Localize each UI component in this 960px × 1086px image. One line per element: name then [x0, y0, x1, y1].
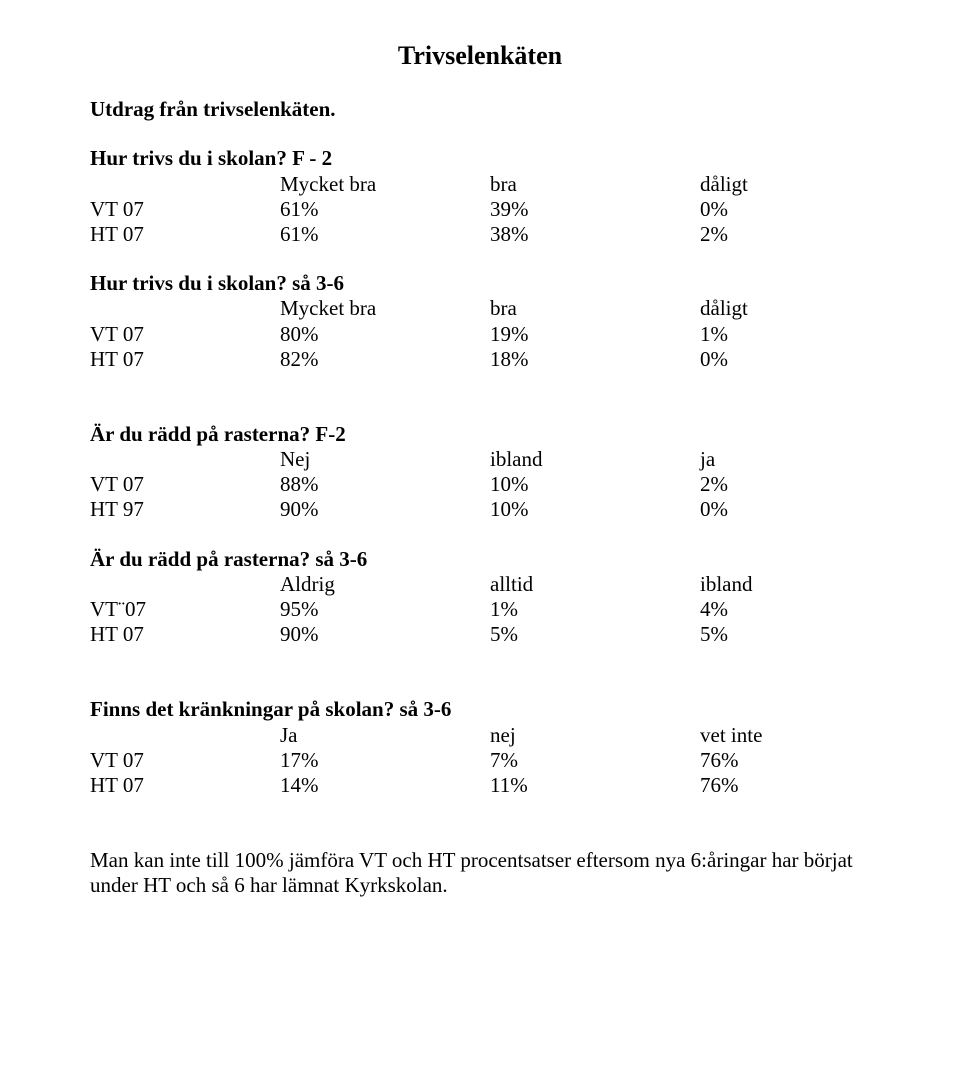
cell: 7% [490, 748, 700, 773]
cell: 4% [700, 597, 820, 622]
cell: 10% [490, 497, 700, 522]
col-header: ibland [490, 447, 700, 472]
section-heading: Är du rädd på rasterna? så 3-6 [90, 547, 870, 572]
footnote-text: Man kan inte till 100% jämföra VT och HT… [90, 848, 870, 898]
cell: 17% [280, 748, 490, 773]
col-header: Ja [280, 723, 490, 748]
table-row: VT 07 17% 7% 76% [90, 748, 820, 773]
cell: 11% [490, 773, 700, 798]
page-title: Trivselenkäten [90, 40, 870, 71]
section-heading: Hur trivs du i skolan? F - 2 [90, 146, 870, 171]
col-header: Nej [280, 447, 490, 472]
col-header: alltid [490, 572, 700, 597]
cell: 61% [280, 222, 490, 247]
cell: 0% [700, 497, 820, 522]
col-header: Mycket bra [280, 296, 490, 321]
cell: 61% [280, 197, 490, 222]
cell: 19% [490, 322, 700, 347]
table-row: Aldrig alltid ibland [90, 572, 820, 597]
table-row: HT 07 61% 38% 2% [90, 222, 820, 247]
cell: 82% [280, 347, 490, 372]
cell: 76% [700, 773, 820, 798]
row-label: HT 07 [90, 773, 280, 798]
col-header: nej [490, 723, 700, 748]
row-label: HT 07 [90, 347, 280, 372]
col-header: Mycket bra [280, 172, 490, 197]
cell: 95% [280, 597, 490, 622]
cell: 10% [490, 472, 700, 497]
col-header: bra [490, 172, 700, 197]
cell: 5% [490, 622, 700, 647]
cell: 0% [700, 347, 820, 372]
cell: 14% [280, 773, 490, 798]
cell: 2% [700, 222, 820, 247]
data-table: Nej ibland ja VT 07 88% 10% 2% HT 97 90%… [90, 447, 820, 523]
col-header: dåligt [700, 296, 820, 321]
table-row: VT 07 61% 39% 0% [90, 197, 820, 222]
cell: 90% [280, 622, 490, 647]
table-row: VT 07 88% 10% 2% [90, 472, 820, 497]
row-label: VT 07 [90, 748, 280, 773]
row-label: HT 07 [90, 622, 280, 647]
table-row: HT 07 90% 5% 5% [90, 622, 820, 647]
row-label: VT 07 [90, 472, 280, 497]
cell: 18% [490, 347, 700, 372]
table-row: HT 97 90% 10% 0% [90, 497, 820, 522]
table-row: VT¨07 95% 1% 4% [90, 597, 820, 622]
table-row: VT 07 80% 19% 1% [90, 322, 820, 347]
cell: 88% [280, 472, 490, 497]
cell: 38% [490, 222, 700, 247]
row-label: VT 07 [90, 197, 280, 222]
cell: 90% [280, 497, 490, 522]
cell: 39% [490, 197, 700, 222]
section-heading: Hur trivs du i skolan? så 3-6 [90, 271, 870, 296]
section-heading: Är du rädd på rasterna? F-2 [90, 422, 870, 447]
data-table: Aldrig alltid ibland VT¨07 95% 1% 4% HT … [90, 572, 820, 648]
table-row: Mycket bra bra dåligt [90, 172, 820, 197]
row-label: VT 07 [90, 322, 280, 347]
cell: 80% [280, 322, 490, 347]
data-table: Mycket bra bra dåligt VT 07 80% 19% 1% H… [90, 296, 820, 372]
table-row: Ja nej vet inte [90, 723, 820, 748]
col-header: ibland [700, 572, 820, 597]
cell: 76% [700, 748, 820, 773]
col-header: bra [490, 296, 700, 321]
col-header: ja [700, 447, 820, 472]
row-label: HT 07 [90, 222, 280, 247]
row-label: HT 97 [90, 497, 280, 522]
section-heading: Finns det kränkningar på skolan? så 3-6 [90, 697, 870, 722]
col-header: dåligt [700, 172, 820, 197]
col-header: Aldrig [280, 572, 490, 597]
cell: 0% [700, 197, 820, 222]
row-label: VT¨07 [90, 597, 280, 622]
table-row: HT 07 14% 11% 76% [90, 773, 820, 798]
intro-text: Utdrag från trivselenkäten. [90, 97, 870, 122]
data-table: Mycket bra bra dåligt VT 07 61% 39% 0% H… [90, 172, 820, 248]
cell: 5% [700, 622, 820, 647]
data-table: Ja nej vet inte VT 07 17% 7% 76% HT 07 1… [90, 723, 820, 799]
table-row: Mycket bra bra dåligt [90, 296, 820, 321]
table-row: HT 07 82% 18% 0% [90, 347, 820, 372]
cell: 1% [700, 322, 820, 347]
cell: 1% [490, 597, 700, 622]
table-row: Nej ibland ja [90, 447, 820, 472]
cell: 2% [700, 472, 820, 497]
col-header: vet inte [700, 723, 820, 748]
